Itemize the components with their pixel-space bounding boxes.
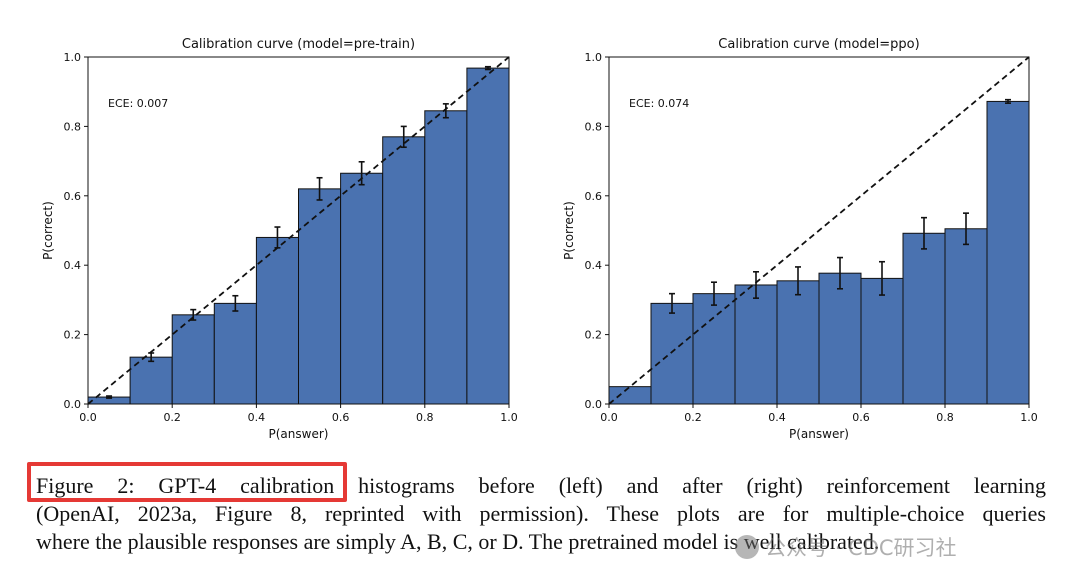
ece-annotation: ECE: 0.074 (629, 97, 689, 110)
bar (466, 67, 510, 405)
bar (424, 110, 468, 405)
x-tick-label: 0.0 (79, 411, 97, 424)
watermark-text: 公众号 · CDC研习社 (765, 536, 957, 560)
bar (382, 136, 426, 405)
caption-line-1: Figure 2: GPT-4 calibration histograms b… (36, 473, 1046, 498)
bar (860, 277, 904, 405)
plot-frame (87, 56, 510, 405)
x-tick-label: 0.6 (852, 411, 870, 424)
bar (340, 172, 384, 405)
x-tick-label: 0.6 (332, 411, 350, 424)
y-tick-label: 1.0 (585, 51, 603, 64)
bar (650, 302, 694, 405)
x-axis-label: P(answer) (789, 427, 849, 441)
y-tick-label: 0.8 (585, 120, 603, 133)
x-tick-label: 0.8 (416, 411, 434, 424)
ece-annotation: ECE: 0.007 (108, 97, 168, 110)
bar (298, 188, 342, 405)
y-tick-label: 0.6 (64, 190, 82, 203)
y-tick-label: 0.2 (64, 329, 82, 342)
y-axis-label: P(correct) (562, 201, 576, 260)
wechat-icon (735, 535, 759, 559)
x-tick-label: 0.0 (600, 411, 618, 424)
y-tick-label: 1.0 (64, 51, 82, 64)
chart-2: 0.0 0.2 0.4 0.6 0.8 1.0 0.0 0.2 0.4 0.6 0.8 1.0 Cali… (562, 37, 1038, 441)
x-tick-label: 1.0 (1020, 411, 1038, 424)
y-tick-label: 0.2 (585, 329, 603, 342)
y-tick-label: 0.4 (585, 259, 603, 272)
bar (255, 236, 299, 405)
perfect-calibration-line (87, 56, 510, 405)
y-axis-label: P(correct) (41, 201, 55, 260)
bar (608, 386, 652, 405)
y-tick-label: 0.0 (64, 398, 82, 411)
bar (986, 100, 1030, 405)
bar (818, 272, 862, 405)
bar (171, 314, 215, 405)
y-tick-label: 0.0 (585, 398, 603, 411)
x-tick-label: 0.4 (248, 411, 266, 424)
bar (692, 293, 736, 405)
highlight-box (27, 462, 347, 502)
x-tick-label: 0.2 (163, 411, 181, 424)
x-axis-label: P(answer) (269, 427, 329, 441)
y-tick-label: 0.8 (64, 120, 82, 133)
x-tick-label: 0.8 (936, 411, 954, 424)
chart-1: 0.0 0.2 0.4 0.6 0.8 1.0 0.0 0.2 0.4 0.6 0.8 1.0 Cali… (41, 37, 518, 441)
y-tick-label: 0.4 (64, 259, 82, 272)
chart-title: Calibration curve (model=pre-train) (182, 37, 415, 52)
x-tick-label: 0.2 (684, 411, 702, 424)
chart-title: Calibration curve (model=ppo) (718, 37, 919, 52)
x-tick-label: 1.0 (500, 411, 518, 424)
bar (944, 228, 988, 405)
charts-area: 0.0 0.2 0.4 0.6 0.8 1.0 0.0 0.2 0.4 0.6 0.8 1.0 Cali… (41, 37, 1038, 441)
x-tick-label: 0.4 (768, 411, 786, 424)
bar (213, 302, 257, 405)
perfect-calibration-line (608, 56, 1030, 405)
bar (734, 284, 778, 405)
caption-line-2: (OpenAI, 2023a, Figure 8, reprinted with… (36, 501, 1046, 526)
bar (776, 280, 820, 405)
bar (902, 232, 946, 405)
plot-frame (608, 56, 1030, 405)
watermark: 公众号 · CDC研习社 (735, 532, 957, 562)
y-tick-label: 0.6 (585, 190, 603, 203)
